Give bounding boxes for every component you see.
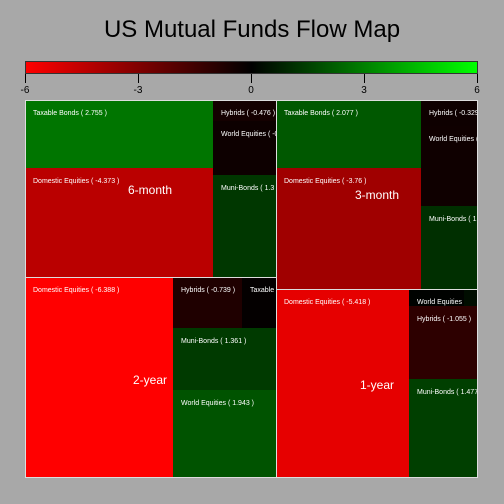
chart-title: US Mutual Funds Flow Map [103,16,401,43]
treemap-cell-label: Taxable Bonds ( 2.077 ) [284,110,358,117]
treemap-cell [421,100,477,126]
treemap-cell-label: Taxable Bonds [250,287,296,294]
treemap-cell-label: World Equities ( -0.31 ) [221,131,292,138]
color-scale-bar [25,61,478,74]
treemap-cell [173,390,276,477]
treemap-panel-3-month: Taxable Bonds ( 2.077 ) Hybrids ( -0.329 … [276,100,500,290]
treemap-cell-label: Muni-Bonds ( 1.3 ) [221,185,279,192]
treemap-cell [25,168,213,277]
treemap-cell-label: Muni-Bonds ( 1.477 ) [417,389,482,396]
treemap-cell [213,175,276,277]
treemap-cell [25,100,213,168]
treemap-cell [276,100,421,168]
treemap-cell [242,277,276,328]
treemap-cell [409,379,477,477]
treemap-panel-label: 1-year [360,378,394,392]
treemap-cell-label: Domestic Equities ( -6.388 ) [33,287,119,294]
treemap-cell [421,126,477,206]
treemap-cell-label: Hybrids ( -1.055 ) [417,316,471,323]
treemap-panel-label: 6-month [128,183,172,197]
treemap-cell [409,289,464,306]
treemap-cell-label: World Equities ( -0.35 ) [429,136,500,143]
treemap-cell [276,168,421,289]
treemap-panel-2-year: Domestic Equities ( -6.388 ) Hybrids ( -0… [25,277,296,478]
treemap-panel-border [276,289,478,478]
treemap-cell-label: World Equities [417,299,463,306]
treemap-cell [213,121,276,175]
treemap-cell-label: Hybrids ( -0.329 ) [429,110,483,117]
treemap-cell [173,277,242,328]
treemap-panel-6-month: Taxable Bonds ( 2.755 ) Hybrids ( -0.476 … [25,100,292,278]
treemap-panel-label: 3-month [355,188,399,202]
treemap-cell [173,328,276,390]
treemap-cell-label: Domestic Equities ( -3.76 ) [284,178,366,185]
treemap-cell [276,289,409,477]
treemap-cell [25,277,173,477]
treemap-panel-1-year: Domestic Equities ( -5.418 ) World Equiti… [276,289,482,478]
treemap-cell-label: World Equities ( 1.943 ) [181,400,254,407]
treemap-cell-label: Muni-Bonds ( 1.361 ) [181,338,246,345]
treemap-cell-label: Domestic Equities ( -5.418 ) [284,299,370,306]
treemap-cell [464,289,477,306]
treemap-cell-label: Domestic Equities ( -4.373 ) [33,178,119,185]
treemap-cell [409,306,477,379]
treemap-cell-label: Muni-Bonds ( 1.1 ) [429,216,487,223]
treemap-cell [421,206,477,289]
treemap-cell-label: Hybrids ( -0.476 ) [221,110,275,117]
treemap-cell [213,100,276,121]
treemap-cell-label: Taxable Bonds ( 2.755 ) [33,110,107,117]
treemap-cell-label: Hybrids ( -0.739 ) [181,287,235,294]
treemap-panel-label: 2-year [133,373,167,387]
